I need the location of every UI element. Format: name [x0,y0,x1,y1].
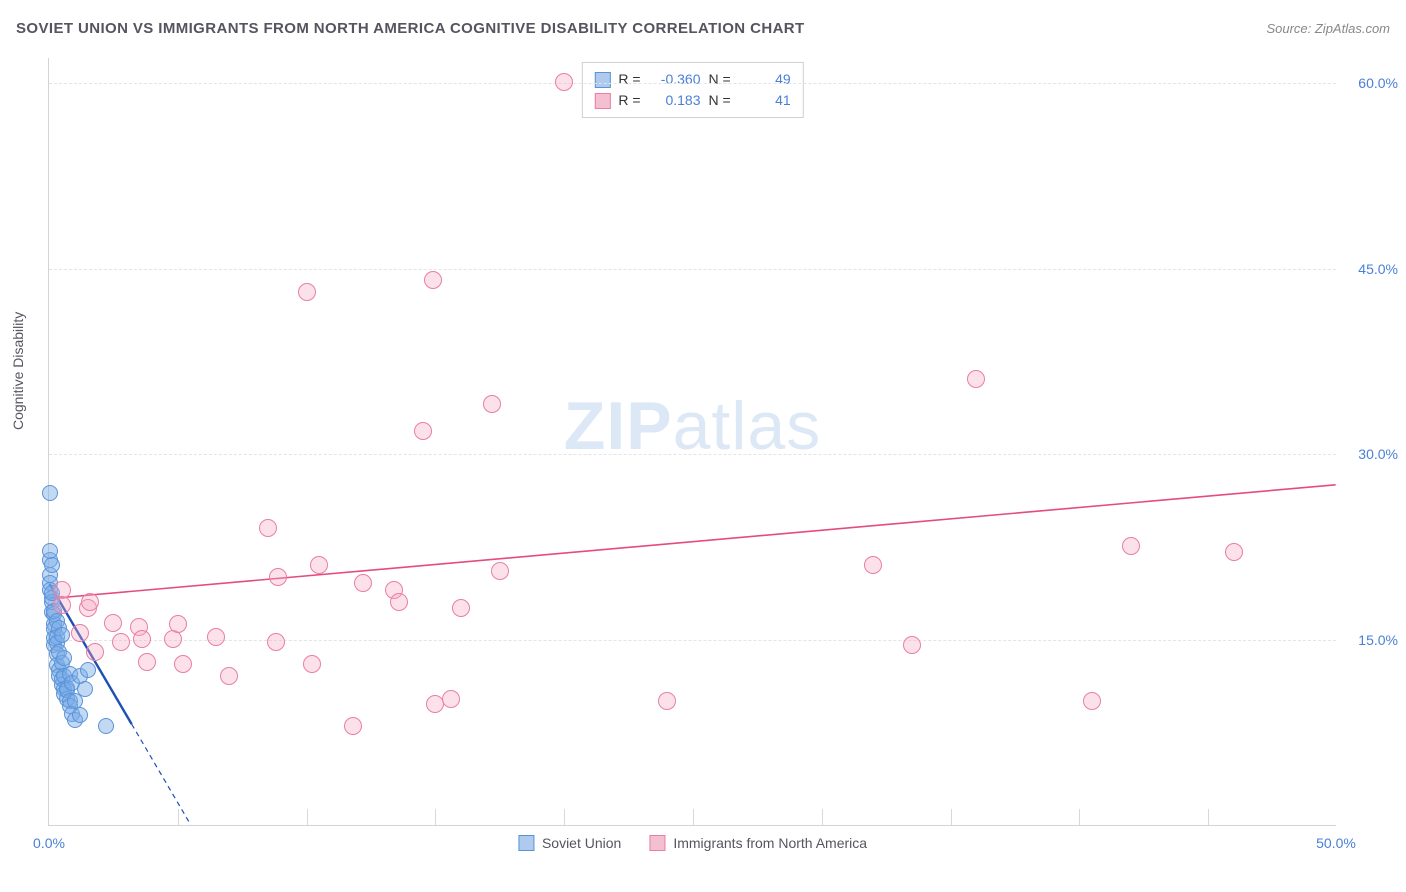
tick-v [564,809,565,825]
legend-row-series-0: R = -0.360 N = 49 [594,69,790,90]
chart-plot-area: ZIPatlas R = -0.360 N = 49 R = 0.183 N =… [48,58,1336,826]
swatch-icon [594,72,610,88]
legend-item-0: Soviet Union [518,835,621,851]
data-point-series-1 [658,692,676,710]
legend-item-1: Immigrants from North America [649,835,867,851]
tick-v [178,809,179,825]
tick-v [435,809,436,825]
data-point-series-1 [112,633,130,651]
data-point-series-1 [267,633,285,651]
data-point-series-1 [303,655,321,673]
data-point-series-1 [967,370,985,388]
tick-v [307,809,308,825]
data-point-series-1 [298,283,316,301]
data-point-series-1 [1122,537,1140,555]
data-point-series-1 [310,556,328,574]
data-point-series-1 [133,630,151,648]
data-point-series-0 [42,485,58,501]
data-point-series-1 [53,596,71,614]
tick-v [693,809,694,825]
gridline-h [49,640,1336,641]
data-point-series-1 [71,624,89,642]
source-label: Source: ZipAtlas.com [1266,21,1390,36]
data-point-series-1 [390,593,408,611]
data-point-series-1 [903,636,921,654]
data-point-series-1 [207,628,225,646]
data-point-series-1 [555,73,573,91]
swatch-icon [594,93,610,109]
data-point-series-1 [259,519,277,537]
data-point-series-1 [442,690,460,708]
y-tick-label: 15.0% [1342,632,1398,648]
correlation-legend: R = -0.360 N = 49 R = 0.183 N = 41 [581,62,803,118]
data-point-series-1 [483,395,501,413]
data-point-series-0 [77,681,93,697]
gridline-h [49,83,1336,84]
x-tick-min: 0.0% [33,835,65,851]
data-point-series-0 [44,557,60,573]
data-point-series-0 [80,662,96,678]
y-axis-label: Cognitive Disability [10,312,26,430]
gridline-h [49,454,1336,455]
data-point-series-0 [72,707,88,723]
data-point-series-0 [56,650,72,666]
data-point-series-0 [54,627,70,643]
data-point-series-1 [864,556,882,574]
data-point-series-1 [104,614,122,632]
tick-v [951,809,952,825]
data-point-series-1 [1083,692,1101,710]
data-point-series-1 [344,717,362,735]
data-point-series-1 [491,562,509,580]
data-point-series-1 [1225,543,1243,561]
series-legend: Soviet Union Immigrants from North Ameri… [518,835,867,851]
gridline-h [49,269,1336,270]
y-tick-label: 60.0% [1342,75,1398,91]
tick-v [822,809,823,825]
swatch-icon [649,835,665,851]
data-point-series-1 [414,422,432,440]
data-point-series-0 [98,718,114,734]
chart-title: SOVIET UNION VS IMMIGRANTS FROM NORTH AM… [16,20,805,37]
legend-row-series-1: R = 0.183 N = 41 [594,90,790,111]
data-point-series-1 [220,667,238,685]
trend-lines [49,58,1336,825]
data-point-series-1 [424,271,442,289]
data-point-series-1 [81,593,99,611]
data-point-series-1 [174,655,192,673]
swatch-icon [518,835,534,851]
y-tick-label: 45.0% [1342,261,1398,277]
data-point-series-1 [354,574,372,592]
data-point-series-1 [138,653,156,671]
data-point-series-1 [452,599,470,617]
y-tick-label: 30.0% [1342,446,1398,462]
x-tick-max: 50.0% [1316,835,1356,851]
tick-v [1208,809,1209,825]
tick-v [1079,809,1080,825]
data-point-series-1 [86,643,104,661]
data-point-series-1 [269,568,287,586]
data-point-series-1 [169,615,187,633]
